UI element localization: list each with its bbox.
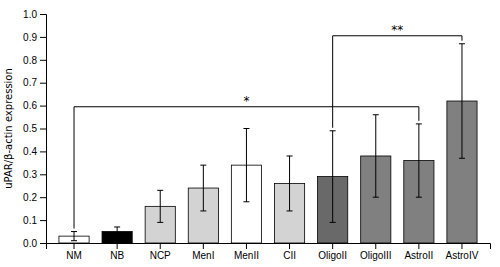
tick-mark bbox=[40, 243, 46, 244]
x-tick: MenII bbox=[234, 243, 259, 261]
tick-mark bbox=[40, 220, 46, 221]
y-tick: 0.3 bbox=[23, 169, 46, 180]
tick-label: 0.8 bbox=[23, 55, 37, 66]
tick-label: NM bbox=[66, 250, 82, 261]
plot: 0.0 0.1 0.2 0.3 0.4 0.5 0.6 0.7 0.8 0.9 1.0 NM NB NCP… bbox=[3, 9, 491, 261]
tick-label: AstroIV bbox=[446, 250, 479, 261]
sig-bracket: * bbox=[74, 94, 419, 229]
bracket-line bbox=[74, 107, 419, 229]
tick-mark bbox=[332, 243, 333, 249]
tick-label: MenII bbox=[234, 250, 259, 261]
x-tick: CII bbox=[283, 243, 296, 261]
tick-mark bbox=[74, 243, 75, 249]
tick-label: 0.7 bbox=[23, 77, 37, 88]
tick-mark bbox=[40, 37, 46, 38]
error-bar-line bbox=[373, 115, 379, 197]
error-bar-line bbox=[114, 227, 120, 236]
tick-mark bbox=[289, 243, 290, 249]
error-bar bbox=[459, 44, 465, 159]
tick-label: 1.0 bbox=[23, 9, 37, 20]
x-tick: OligoIII bbox=[360, 243, 392, 261]
x-tick: AstroIV bbox=[446, 243, 479, 261]
x-tick: OligoII bbox=[318, 243, 347, 261]
marks bbox=[59, 44, 477, 243]
tick-mark bbox=[461, 243, 462, 249]
bracket-line bbox=[333, 36, 462, 128]
tick-label: 0.5 bbox=[23, 123, 37, 134]
tick-label: 0.0 bbox=[23, 238, 37, 249]
tick-label: OligoII bbox=[318, 250, 347, 261]
tick-mark bbox=[117, 243, 118, 249]
error-bar-line bbox=[416, 124, 422, 197]
error-bar bbox=[200, 165, 206, 211]
tick-mark bbox=[40, 197, 46, 198]
y-tick: 0.6 bbox=[23, 100, 46, 111]
x-tick: NB bbox=[110, 243, 124, 261]
tick-label: 0.9 bbox=[23, 32, 37, 43]
tick-label: 0.6 bbox=[23, 100, 37, 111]
x-tick: NCP bbox=[150, 243, 171, 261]
tick-mark bbox=[418, 243, 419, 249]
error-bar bbox=[114, 227, 120, 236]
error-bar bbox=[157, 190, 163, 222]
tick-mark bbox=[160, 243, 161, 249]
tick-label: 0.1 bbox=[23, 215, 37, 226]
tick-label: NB bbox=[110, 250, 124, 261]
error-bar-line bbox=[243, 129, 249, 202]
y-tick: 0.1 bbox=[23, 215, 46, 226]
x-tick: MenI bbox=[192, 243, 214, 261]
tick-label: AstroII bbox=[404, 250, 433, 261]
tick-label: CII bbox=[283, 250, 296, 261]
x-tick: AstroII bbox=[404, 243, 433, 261]
y-tick: 0.8 bbox=[23, 55, 46, 66]
sig-label: ** bbox=[391, 23, 403, 37]
tick-label: 0.3 bbox=[23, 169, 37, 180]
tick-mark bbox=[203, 243, 204, 249]
y-tick: 0.2 bbox=[23, 192, 46, 203]
x-axis: NM NB NCP MenI MenII CII OligoII OligoIII AstroI… bbox=[47, 243, 491, 261]
tick-label: 0.2 bbox=[23, 192, 37, 203]
x-tick: NM bbox=[66, 243, 82, 261]
y-tick: 0.0 bbox=[23, 238, 46, 249]
error-bar-line bbox=[200, 165, 206, 211]
axis-line bbox=[40, 15, 47, 244]
error-bar bbox=[243, 129, 249, 202]
tick-mark bbox=[40, 129, 46, 130]
y-tick: 0.7 bbox=[23, 77, 46, 88]
axis-line bbox=[47, 244, 491, 250]
y-tick: 0.5 bbox=[23, 123, 46, 134]
error-bar-line bbox=[459, 44, 465, 159]
tick-mark bbox=[40, 106, 46, 107]
error-bar bbox=[330, 131, 336, 223]
tick-label: 0.4 bbox=[23, 146, 37, 157]
tick-mark bbox=[375, 243, 376, 249]
y-axis: 0.0 0.1 0.2 0.3 0.4 0.5 0.6 0.7 0.8 0.9 1.0 bbox=[23, 9, 46, 249]
error-bar-line bbox=[287, 156, 293, 211]
sig-label: * bbox=[243, 94, 249, 108]
y-label: uPAR/β-actin expression bbox=[3, 68, 14, 189]
error-bar bbox=[373, 115, 379, 197]
error-bar-line bbox=[157, 190, 163, 222]
tick-label: OligoIII bbox=[360, 250, 392, 261]
error-bar-line bbox=[330, 131, 336, 223]
error-bar-line bbox=[71, 232, 77, 241]
tick-mark bbox=[246, 243, 247, 249]
tick-label: MenI bbox=[192, 250, 214, 261]
error-bar bbox=[71, 232, 77, 241]
y-tick: 0.9 bbox=[23, 32, 46, 43]
tick-mark bbox=[40, 14, 46, 15]
y-tick: 1.0 bbox=[23, 9, 46, 20]
tick-mark bbox=[40, 60, 46, 61]
tick-mark bbox=[40, 83, 46, 84]
y-tick: 0.4 bbox=[23, 146, 46, 157]
tick-mark bbox=[40, 151, 46, 152]
chart: 0.0 0.1 0.2 0.3 0.4 0.5 0.6 0.7 0.8 0.9 1.0 NM NB NCP… bbox=[0, 0, 500, 267]
tick-label: NCP bbox=[150, 250, 171, 261]
sig-bracket: ** bbox=[333, 23, 462, 128]
error-bar bbox=[287, 156, 293, 211]
error-bar bbox=[416, 124, 422, 197]
tick-mark bbox=[40, 174, 46, 175]
